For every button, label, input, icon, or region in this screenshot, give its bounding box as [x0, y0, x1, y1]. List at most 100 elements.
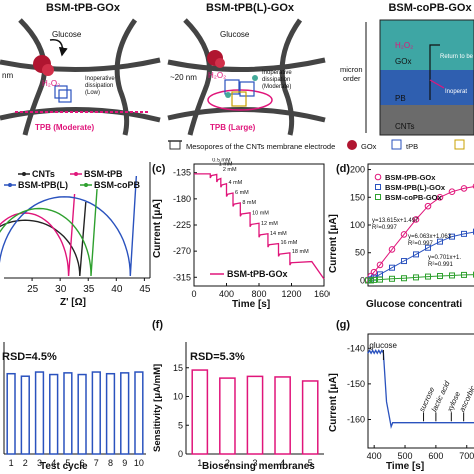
bar-ytick: 10: [173, 392, 183, 402]
s1-diss-3: (Low): [85, 90, 100, 96]
c-xtick: 800: [251, 289, 266, 299]
nyquist-legend-3: BSM-coPB: [94, 180, 141, 190]
g-ytick: -140: [347, 343, 365, 353]
d-point: [401, 258, 407, 265]
nyquist-legend-2: BSM-tPB(L): [18, 180, 68, 190]
bar-e-plot: [6, 372, 16, 455]
bar-f-plot: [191, 369, 209, 455]
c-step-label: 0.5 mM: [212, 158, 231, 164]
bar-category: 1: [9, 458, 14, 468]
c-step-label: 16 mM: [281, 240, 298, 246]
g-current-trace: [367, 349, 474, 429]
c-ytick: -315: [173, 272, 191, 282]
c-current-trace: [194, 173, 325, 280]
schematic-title-2: BSM-tPB(L)-GOx: [206, 2, 294, 14]
legend-gox-icon: [347, 140, 357, 150]
panel-label-d: (d): [336, 163, 350, 175]
d-point: [401, 275, 407, 282]
c-step-label: 1 mM: [219, 162, 233, 168]
chart-e: RSD=4.5% 1 2 3 4 5 6 7 8 9 10 Test cycle: [2, 342, 146, 472]
panel-label-f: (f): [152, 319, 163, 331]
s1-tpb-label: TPB (Moderate): [35, 123, 94, 132]
schematic-title-1: BSM-tPB-GOx: [46, 2, 120, 14]
d-point: [472, 183, 474, 189]
s1-size-label: nm: [2, 71, 13, 80]
bar-e-plot: [20, 375, 30, 455]
s2-diss-2: dissipation: [262, 77, 290, 83]
d-point: [389, 264, 395, 271]
bar-category: 3: [252, 458, 257, 468]
s3-pb-label: PB: [395, 94, 406, 103]
bar-category: 5: [65, 458, 70, 468]
nyquist-legend-1: BSM-tPB: [84, 169, 123, 179]
bar-f-plot: [301, 380, 319, 455]
nyquist-xtick: 40: [111, 284, 123, 295]
s1-diss-2: dissipation: [85, 83, 113, 89]
c-step-label: 14 mM: [270, 231, 287, 237]
nyquist-curve-1: [0, 193, 76, 277]
bar-category: 8: [108, 458, 113, 468]
d-point: [388, 246, 396, 253]
bar-category: 4: [280, 458, 285, 468]
d-point: [449, 272, 455, 279]
bar-ytick: 5: [178, 420, 183, 430]
s3-inop-label: Inoperat: [445, 89, 467, 95]
bar-category: 3: [37, 458, 42, 468]
nyquist-curve-3: [0, 188, 98, 277]
d-ytick: 100: [350, 220, 365, 230]
f-xlabel: Biosensing membranes: [202, 461, 315, 472]
e-xlabel: Test cycle: [40, 461, 88, 472]
s2-glucose-label: Glucose: [220, 30, 250, 39]
bar-category: 2: [225, 458, 230, 468]
d-point: [437, 273, 443, 280]
d-point: [377, 276, 383, 283]
schematic-title-3: BSM-coPB-GOx: [388, 2, 472, 14]
bar-e-plot: [77, 373, 87, 455]
legend-tpb-icon: [391, 139, 402, 150]
d-r2-0: R²=0.997: [372, 225, 398, 231]
c-legend: BSM-tPB-GOx: [227, 269, 288, 279]
f-ylabel: Sensitivity [μA/mM]: [152, 364, 163, 452]
bar-e-plot: [120, 372, 130, 455]
d-point: [400, 231, 408, 238]
c-ytick: -135: [173, 168, 191, 178]
legend-tpb: tPB: [406, 142, 418, 151]
bar-f-plot: [219, 377, 236, 455]
bar-category: 9: [122, 458, 127, 468]
bar-category: 4: [51, 458, 56, 468]
bar-e-plot: [49, 373, 59, 455]
legend-gox: GOx: [361, 142, 377, 151]
g-ylabel: Current [μA]: [328, 373, 339, 432]
d-ytick: 150: [350, 192, 365, 202]
f-annotation: RSD=5.3%: [190, 351, 245, 363]
c-ytick: -225: [173, 220, 191, 230]
bar-category: 6: [80, 458, 85, 468]
s2-diss-3: (Moderate): [262, 84, 291, 90]
panel-label-g: (g): [336, 319, 350, 331]
c-ylabel: Current [μA]: [152, 199, 163, 258]
bar-e-plot: [63, 372, 73, 455]
g-xlabel: Time [s]: [386, 461, 424, 472]
d-point: [425, 273, 431, 280]
g-ytick: -150: [347, 379, 365, 389]
nyq-xlabel: Z' [Ω]: [60, 297, 86, 308]
s2-diss-1: Inoperative: [262, 70, 292, 76]
g-annotation: glucose: [369, 341, 397, 350]
bar-e-plot: [91, 371, 101, 455]
schematic-figure: Glucose H₂O₂ nm Inoperative dissipation …: [0, 18, 474, 151]
s3-micron-2: order: [343, 74, 361, 83]
d-legend-2: BSM-coPB-GOx: [385, 193, 443, 202]
chart-d: (d) 0 50 100 150 200 BSM-tPB-GOxBSM-tPB(L)-G…: [328, 163, 474, 310]
d-point: [371, 276, 377, 283]
schematic-1: Glucose H₂O₂ nm Inoperative dissipation …: [0, 18, 161, 136]
d-ytick: 0: [360, 275, 365, 285]
d-point: [425, 244, 431, 251]
d-ytick: 200: [350, 165, 365, 175]
s1-h2o2-label: H₂O₂: [42, 79, 60, 88]
nyquist-legend-0: CNTs: [32, 169, 55, 179]
c-step-label: 4 mM: [229, 180, 243, 186]
chart-f: (f) RSD=5.3% 1 2 3 4 5 0 5 10 15 Biosensing memb…: [152, 319, 324, 472]
nyquist-xtick: 30: [55, 284, 67, 295]
